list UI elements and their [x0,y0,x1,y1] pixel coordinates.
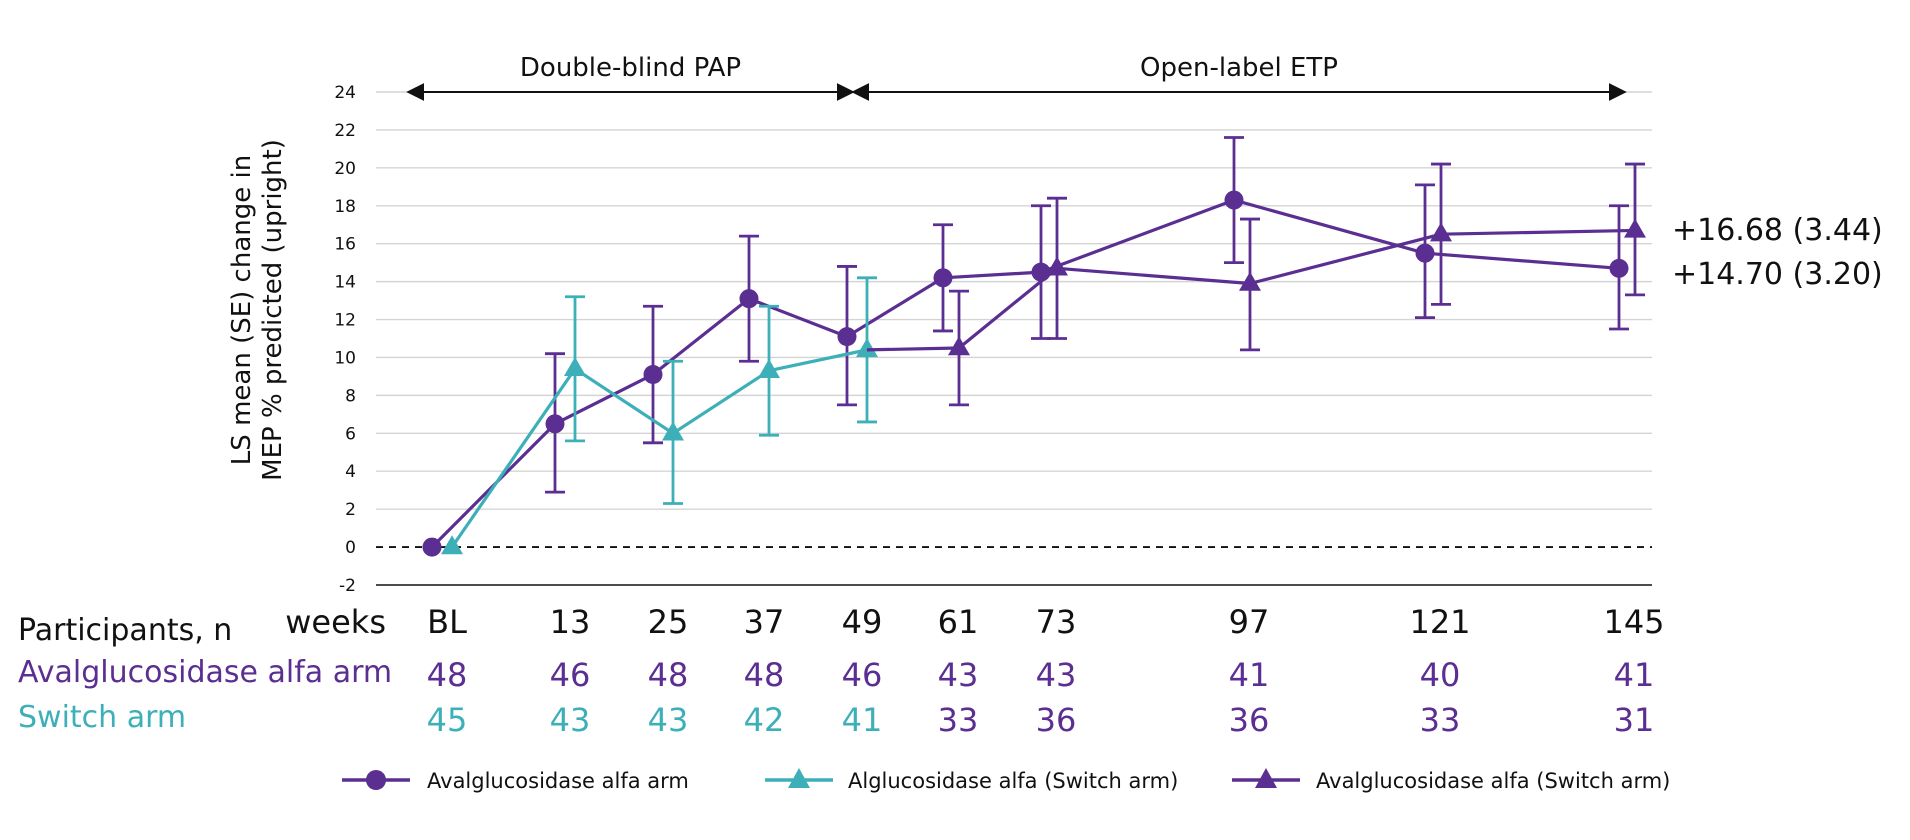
y-tick-label: 10 [334,348,356,368]
y-tick-label: 22 [334,121,356,141]
data-point [1031,262,1051,282]
x-tick-label: 37 [744,603,785,641]
data-point [948,336,970,356]
data-point [758,358,780,378]
y-axis-title: LS mean (SE) change inMEP % predicted (u… [227,139,288,481]
end-label: +16.68 (3.44) [1672,213,1883,248]
participant-count: 45 [427,701,468,739]
legend-label: Alglucosidase alfa (Switch arm) [848,769,1178,793]
legend-marker [366,770,386,790]
participant-count: 43 [550,701,591,739]
data-point [739,289,759,309]
end-value-labels: +16.68 (3.44) +14.70 (3.20) [1672,213,1883,292]
data-point [933,268,953,288]
participant-count: 42 [744,701,785,739]
legend-label: Avalglucosidase alfa (Switch arm) [1316,769,1670,793]
x-tick-label: 25 [648,603,689,641]
participant-count: 31 [1614,701,1655,739]
x-tick-label: 73 [1036,603,1077,641]
data-point [441,535,463,555]
participant-count: 41 [1614,656,1655,694]
y-tick-label: 14 [334,273,356,293]
data-point [422,537,442,557]
participant-count: 43 [938,656,979,694]
legend-item: Alglucosidase alfa (Switch arm) [765,768,1178,793]
y-tick-label: -2 [339,576,356,596]
data-point [545,414,565,434]
study-phases: Double-blind PAP Open-label ETP [406,53,1627,101]
x-axis-labels: weeks BL 13 25 37 49 61 73 97 121 145 [285,603,1664,641]
legend-marker [788,768,810,788]
y-tick-label: 4 [345,462,356,482]
participant-count: 41 [842,701,883,739]
y-tick-label: 24 [334,83,356,103]
data-point [1415,243,1435,263]
y-tick-label: 2 [345,500,356,520]
data-point [1224,190,1244,210]
y-tick-label: 8 [345,386,356,406]
x-tick-label: 61 [938,603,979,641]
end-label: +14.70 (3.20) [1672,257,1883,292]
participant-count: 48 [427,656,468,694]
data-point [1046,256,1068,276]
y-tick-label: 0 [345,538,356,558]
y-axis-title-line: MEP % predicted (upright) [258,139,288,481]
phase-label: Double-blind PAP [520,53,741,83]
participant-count: 33 [1420,701,1461,739]
data-point [662,421,684,441]
participant-count: 48 [744,656,785,694]
data-point [837,327,857,347]
participant-count: 36 [1036,701,1077,739]
participants-header: Participants, n [18,613,232,648]
data-point [1624,218,1646,238]
participants-table: Participants, n Avalglucosidase alfa arm 4… [18,613,1654,739]
data-point [643,365,663,385]
series-2 [866,162,1646,407]
participant-count: 33 [938,701,979,739]
x-tick-label: 97 [1229,603,1270,641]
participant-count: 46 [550,656,591,694]
participant-count: 40 [1420,656,1461,694]
series-1 [441,276,878,555]
series-line [430,198,1620,549]
data-point [1430,222,1452,242]
x-tick-label: 145 [1603,603,1664,641]
x-tick-label: 121 [1409,603,1470,641]
y-tick-label: 20 [334,159,356,179]
y-tick-label: 12 [334,311,356,331]
y-tick-label: 16 [334,235,356,255]
y-axis-title-line: LS mean (SE) change in [227,155,257,465]
participant-count: 46 [842,656,883,694]
participant-count: 36 [1229,701,1270,739]
y-tick-label: 18 [334,197,356,217]
participant-count: 43 [648,701,689,739]
x-tick-label: BL [427,603,467,641]
x-tick-label: 13 [550,603,591,641]
x-tick-label: 49 [842,603,883,641]
y-axis-label: LS mean (SE) change inMEP % predicted (u… [227,139,288,481]
participants-row-label: Avalglucosidase alfa arm [18,655,392,690]
data-point [564,357,586,377]
data-series [422,136,1646,557]
participants-row-label: Switch arm [18,700,186,735]
participant-count: 43 [1036,656,1077,694]
legend-marker [1255,768,1277,788]
legend-label: Avalglucosidase alfa arm [427,769,689,793]
series-0 [422,136,1629,557]
x-unit-label: weeks [285,603,386,641]
series-line [866,228,1636,352]
phase-label: Open-label ETP [1140,53,1338,83]
legend: Avalglucosidase alfa arm Alglucosidase al… [342,768,1670,793]
y-tick-label: 6 [345,424,356,444]
legend-item: Avalglucosidase alfa arm [342,769,689,793]
legend-item: Avalglucosidase alfa (Switch arm) [1232,768,1670,793]
data-point [856,338,878,358]
participant-count: 41 [1229,656,1270,694]
data-point [1239,271,1261,291]
y-gridlines [376,91,1652,586]
participant-count: 48 [648,656,689,694]
data-point [1609,258,1629,278]
